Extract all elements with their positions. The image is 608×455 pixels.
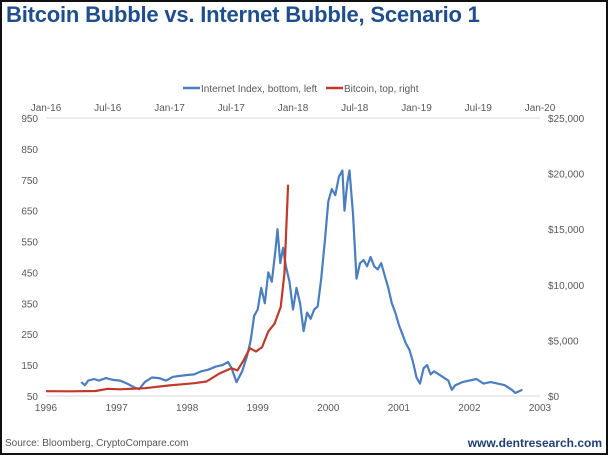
series-group [45,169,523,394]
bottom-tick-label: 1999 [247,403,270,414]
top-tick-label: Jan-20 [525,103,556,114]
right-tick-label: $5,000 [548,336,579,347]
left-tick-label: 550 [21,238,38,249]
left-tick-label: 650 [21,207,38,218]
bottom-tick-label: 1997 [105,403,128,414]
bottom-axis-ticks: 1996 1997 1998 1999 2000 2001 2002 2003 [35,403,552,414]
right-tick-label: $20,000 [548,170,585,181]
bottom-tick-label: 2001 [388,403,411,414]
right-tick-label: $0 [548,392,560,403]
top-tick-label: Jan-17 [154,103,185,114]
source-note: Source: Bloomberg, CryptoCompare.com [5,438,189,449]
bottom-tick-label: 2002 [458,403,481,414]
left-tick-label: 350 [21,299,38,310]
left-tick-label: 450 [21,268,38,279]
right-tick-label: $10,000 [548,281,585,292]
chart-title: Bitcoin Bubble vs. Internet Bubble, Scen… [6,2,480,27]
left-tick-label: 150 [21,361,38,372]
bottom-tick-label: 1996 [35,403,58,414]
left-tick-label: 950 [21,114,38,125]
legend-label-internet: Internet Index, bottom, left [201,84,317,95]
right-tick-label: $15,000 [548,225,585,236]
top-tick-label: Jul-19 [465,103,493,114]
left-tick-label: 850 [21,145,38,156]
left-tick-label: 250 [21,330,38,341]
internet-index-line [80,169,523,394]
top-tick-label: Jul-17 [218,103,246,114]
top-tick-label: Jan-18 [278,103,309,114]
top-tick-label: Jan-16 [31,103,62,114]
top-axis-ticks: Jan-16 Jul-16 Jan-17 Jul-17 Jan-18 Jul-18 Jan-… [31,103,556,114]
left-tick-label: 750 [21,176,38,187]
bottom-tick-label: 2000 [317,403,340,414]
top-tick-label: Jan-19 [401,103,432,114]
top-tick-label: Jul-16 [94,103,122,114]
legend: Internet Index, bottom, left Bitcoin, to… [183,84,419,95]
right-axis-ticks: $25,000 $20,000 $15,000 $10,000 $5,000 $0 [548,114,585,403]
legend-label-bitcoin: Bitcoin, top, right [344,84,419,95]
top-tick-label: Jul-18 [341,103,369,114]
left-tick-label: 50 [27,392,39,403]
bottom-tick-label: 2003 [529,403,552,414]
bottom-tick-label: 1998 [176,403,199,414]
bitcoin-line [45,184,290,393]
right-tick-label: $25,000 [548,114,585,125]
left-axis-ticks: 950 850 750 650 550 450 350 250 150 50 [21,114,38,403]
brand-link[interactable]: www.dentresearch.com [467,436,602,450]
